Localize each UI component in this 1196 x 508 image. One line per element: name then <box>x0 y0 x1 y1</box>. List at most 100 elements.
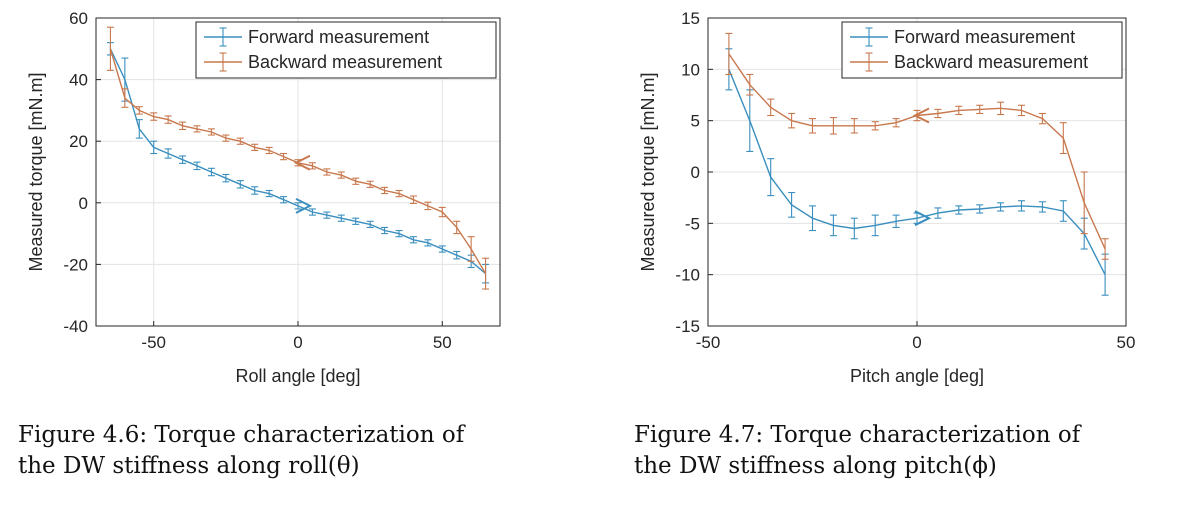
y-tick-label: 10 <box>681 60 700 79</box>
x-tick-label: -50 <box>696 333 721 352</box>
figure-pitch: -50 0 50 -15 -10 -5 0 5 10 15 Pitch angle [deg] Mea… <box>598 0 1196 479</box>
y-tick-label: 20 <box>69 132 88 151</box>
roll-chart: -50 0 50 -40 -20 0 20 40 60 Roll angle [deg] Measu… <box>26 9 501 386</box>
legend: Forward measurement Backward measurement <box>841 21 1123 79</box>
error-bar <box>121 88 129 108</box>
y-tick-label: -10 <box>675 266 700 285</box>
error-bar <box>352 217 360 225</box>
forward-direction-arrow <box>914 210 932 227</box>
error-bar <box>265 189 273 198</box>
error-bar <box>976 204 984 214</box>
error-bar <box>725 32 733 76</box>
legend-entry: Backward measurement <box>850 52 1088 72</box>
error-bar <box>179 155 187 164</box>
error-bar <box>892 214 900 228</box>
error-bar <box>222 134 230 142</box>
error-bar <box>381 226 389 235</box>
error-bar <box>207 128 215 136</box>
error-bar <box>997 202 1005 212</box>
error-bar <box>1101 238 1109 260</box>
error-bar <box>934 108 942 119</box>
error-bar <box>106 26 114 71</box>
error-bar <box>829 214 837 237</box>
y-tick-label: -20 <box>63 255 88 274</box>
figure-caption-roll: Figure 4.6: Torque characterization of t… <box>18 420 464 482</box>
error-bar <box>1038 112 1046 125</box>
error-bar <box>207 167 215 177</box>
error-bar <box>323 211 331 219</box>
error-bar <box>871 214 879 237</box>
y-tick-label: 0 <box>79 194 88 213</box>
error-bar <box>438 245 446 253</box>
legend-label: Forward measurement <box>894 27 1075 47</box>
error-bar <box>438 206 446 218</box>
error-bar <box>850 118 858 134</box>
error-bar <box>337 214 345 222</box>
y-tick-label: 5 <box>691 112 700 131</box>
error-bar <box>135 119 143 139</box>
error-bar <box>976 104 984 115</box>
error-bar <box>150 140 158 155</box>
error-bar <box>381 186 389 195</box>
error-bar <box>409 236 417 244</box>
error-bar <box>164 115 172 124</box>
error-bar <box>997 101 1005 116</box>
error-bar <box>788 191 796 218</box>
error-bar <box>955 105 963 116</box>
error-bar <box>265 146 273 155</box>
error-bar <box>164 148 172 159</box>
error-bar <box>1038 201 1046 213</box>
x-tick-label: 0 <box>293 333 302 352</box>
error-bar <box>871 121 879 131</box>
x-axis-label: Pitch angle [deg] <box>850 366 984 386</box>
error-bar <box>934 207 942 219</box>
error-bar <box>1018 200 1025 212</box>
x-tick-label: -50 <box>141 333 166 352</box>
error-bar <box>179 121 187 131</box>
error-bar <box>1080 171 1088 235</box>
error-bar <box>323 168 331 176</box>
legend-entry: Forward measurement <box>850 27 1075 47</box>
error-bar <box>193 125 201 133</box>
error-bar <box>236 137 244 145</box>
forward-direction-arrow <box>295 197 313 214</box>
error-bar <box>251 143 259 151</box>
legend: Forward measurement Backward measurement <box>195 21 497 79</box>
error-bar <box>308 208 316 216</box>
error-bar <box>395 189 403 198</box>
error-bar <box>1059 122 1067 155</box>
error-bar <box>1018 104 1025 117</box>
error-bar <box>280 196 288 204</box>
error-bar <box>409 195 417 204</box>
error-bar <box>251 186 259 195</box>
error-bar <box>193 161 201 171</box>
legend-box <box>841 21 1123 79</box>
y-tick-label: 15 <box>681 9 700 28</box>
error-bar <box>135 106 143 115</box>
error-bar <box>337 171 345 179</box>
error-bar <box>424 239 432 247</box>
x-axis-label: Roll angle [deg] <box>235 366 360 386</box>
y-tick-label: -15 <box>675 317 700 336</box>
error-bar <box>352 177 360 185</box>
backward-direction-arrow <box>912 107 930 124</box>
legend-label: Forward measurement <box>248 27 429 47</box>
error-bar <box>366 180 374 188</box>
error-bar <box>150 112 158 121</box>
caption-line-1: Figure 4.7: Torque characterization of <box>634 422 1081 448</box>
legend-entry: Backward measurement <box>204 52 442 72</box>
error-bar <box>467 236 475 262</box>
y-tick-label: -40 <box>63 317 88 336</box>
error-bar <box>892 118 900 128</box>
y-tick-label: -5 <box>685 214 700 233</box>
error-bar <box>424 201 432 211</box>
error-bar <box>829 117 837 135</box>
error-bar <box>453 220 461 235</box>
error-bar <box>955 205 963 215</box>
figure-caption-pitch: Figure 4.7: Torque characterization of t… <box>634 420 1080 482</box>
error-bar <box>767 98 775 117</box>
error-bar <box>850 217 858 240</box>
x-tick-label: 50 <box>433 333 452 352</box>
error-bar <box>294 202 302 210</box>
